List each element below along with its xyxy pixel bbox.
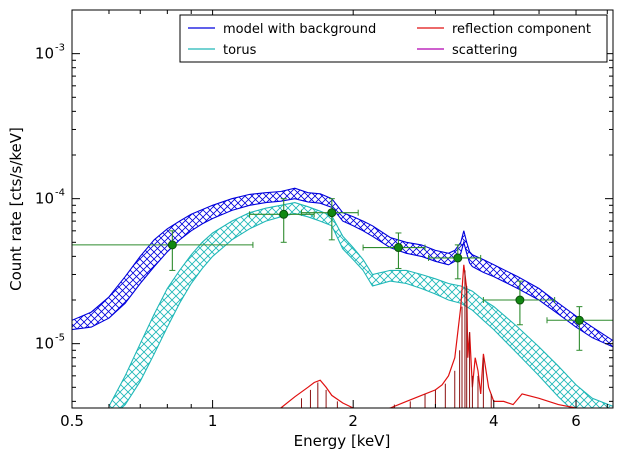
model-upper-line bbox=[72, 187, 613, 342]
y-tick-label-exp: -3 bbox=[55, 43, 65, 54]
x-tick-label: 4 bbox=[489, 412, 499, 430]
y-tick-label-exp: -5 bbox=[55, 333, 65, 344]
data-point-marker bbox=[453, 253, 463, 263]
data-point-marker bbox=[393, 243, 403, 253]
data-point-marker bbox=[327, 208, 337, 218]
x-axis-label: Energy [keV] bbox=[294, 432, 391, 450]
data-point-marker bbox=[574, 315, 584, 325]
plot-frame bbox=[71, 9, 614, 409]
y-tick-label-exp: -4 bbox=[55, 188, 65, 199]
model-lower-line bbox=[72, 198, 613, 348]
legend-label-torus: torus bbox=[223, 43, 257, 58]
reflection-line bbox=[280, 264, 577, 408]
torus-band bbox=[109, 202, 613, 408]
y-tick-label-base: 10 bbox=[35, 190, 54, 208]
data-point-marker bbox=[515, 295, 525, 305]
x-tick-label: 6 bbox=[571, 412, 581, 430]
legend: model with background reflection compone… bbox=[179, 14, 608, 63]
x-tick-label: 1 bbox=[208, 412, 218, 430]
data-point-marker bbox=[279, 209, 289, 219]
y-axis-label: Count rate [cts/s/keV] bbox=[7, 127, 25, 291]
legend-box bbox=[179, 14, 608, 63]
data-point-marker bbox=[167, 240, 177, 250]
x-tick-label: 2 bbox=[348, 412, 358, 430]
y-tick-label-base: 10 bbox=[35, 45, 54, 63]
legend-label-scattering: scattering bbox=[452, 43, 518, 58]
torus-upper-line bbox=[108, 202, 613, 407]
legend-label-reflection: reflection component bbox=[452, 22, 591, 37]
torus-lower-line bbox=[120, 212, 572, 408]
legend-label-model: model with background bbox=[223, 22, 376, 37]
x-tick-label: 0.5 bbox=[60, 412, 84, 430]
y-tick-label-base: 10 bbox=[35, 335, 54, 353]
plot-content bbox=[72, 187, 613, 408]
